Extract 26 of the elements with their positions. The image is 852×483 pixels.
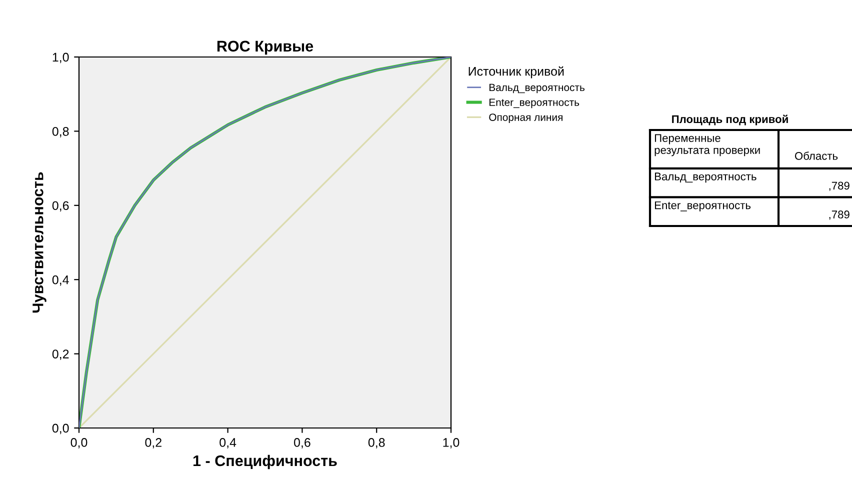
x-axis-title: 1 - Специфичность	[193, 454, 337, 470]
x-tick-label: 0,0	[70, 438, 88, 448]
text: ,789	[829, 182, 850, 191]
text: Enter_вероятность	[654, 201, 751, 212]
text: Переменные результата проверки	[654, 134, 760, 156]
y-tick-label: 0,0	[52, 424, 69, 434]
text: ,789	[829, 210, 850, 220]
x-tick-label: 0,6	[294, 438, 310, 448]
x-tick-label: 1,0	[443, 438, 460, 448]
y-tick-label: 0,6	[52, 201, 69, 212]
x-tick-label: 0,8	[368, 438, 385, 448]
text: Область	[794, 152, 838, 160]
legend-label: Enter_вероятность	[490, 98, 580, 108]
y-tick-label: 0,8	[52, 127, 69, 138]
text: Вальд_вероятность	[654, 172, 756, 183]
y-tick-label: 0,2	[52, 350, 69, 360]
legend-label: Опорная линия	[489, 114, 562, 123]
x-tick-label: 0,2	[145, 438, 162, 448]
y-tick-label: 1,0	[52, 52, 69, 64]
text: Площадь под кривой	[672, 114, 788, 126]
legend-title: Источник кривой	[468, 66, 564, 78]
x-tick-label: 0,4	[220, 438, 236, 448]
legend-label: Вальд_вероятность	[490, 84, 584, 94]
chart-title: ROC Кривые	[217, 40, 314, 55]
y-axis-title: Чувствительность	[32, 172, 46, 313]
y-tick-label: 0,4	[52, 275, 69, 286]
